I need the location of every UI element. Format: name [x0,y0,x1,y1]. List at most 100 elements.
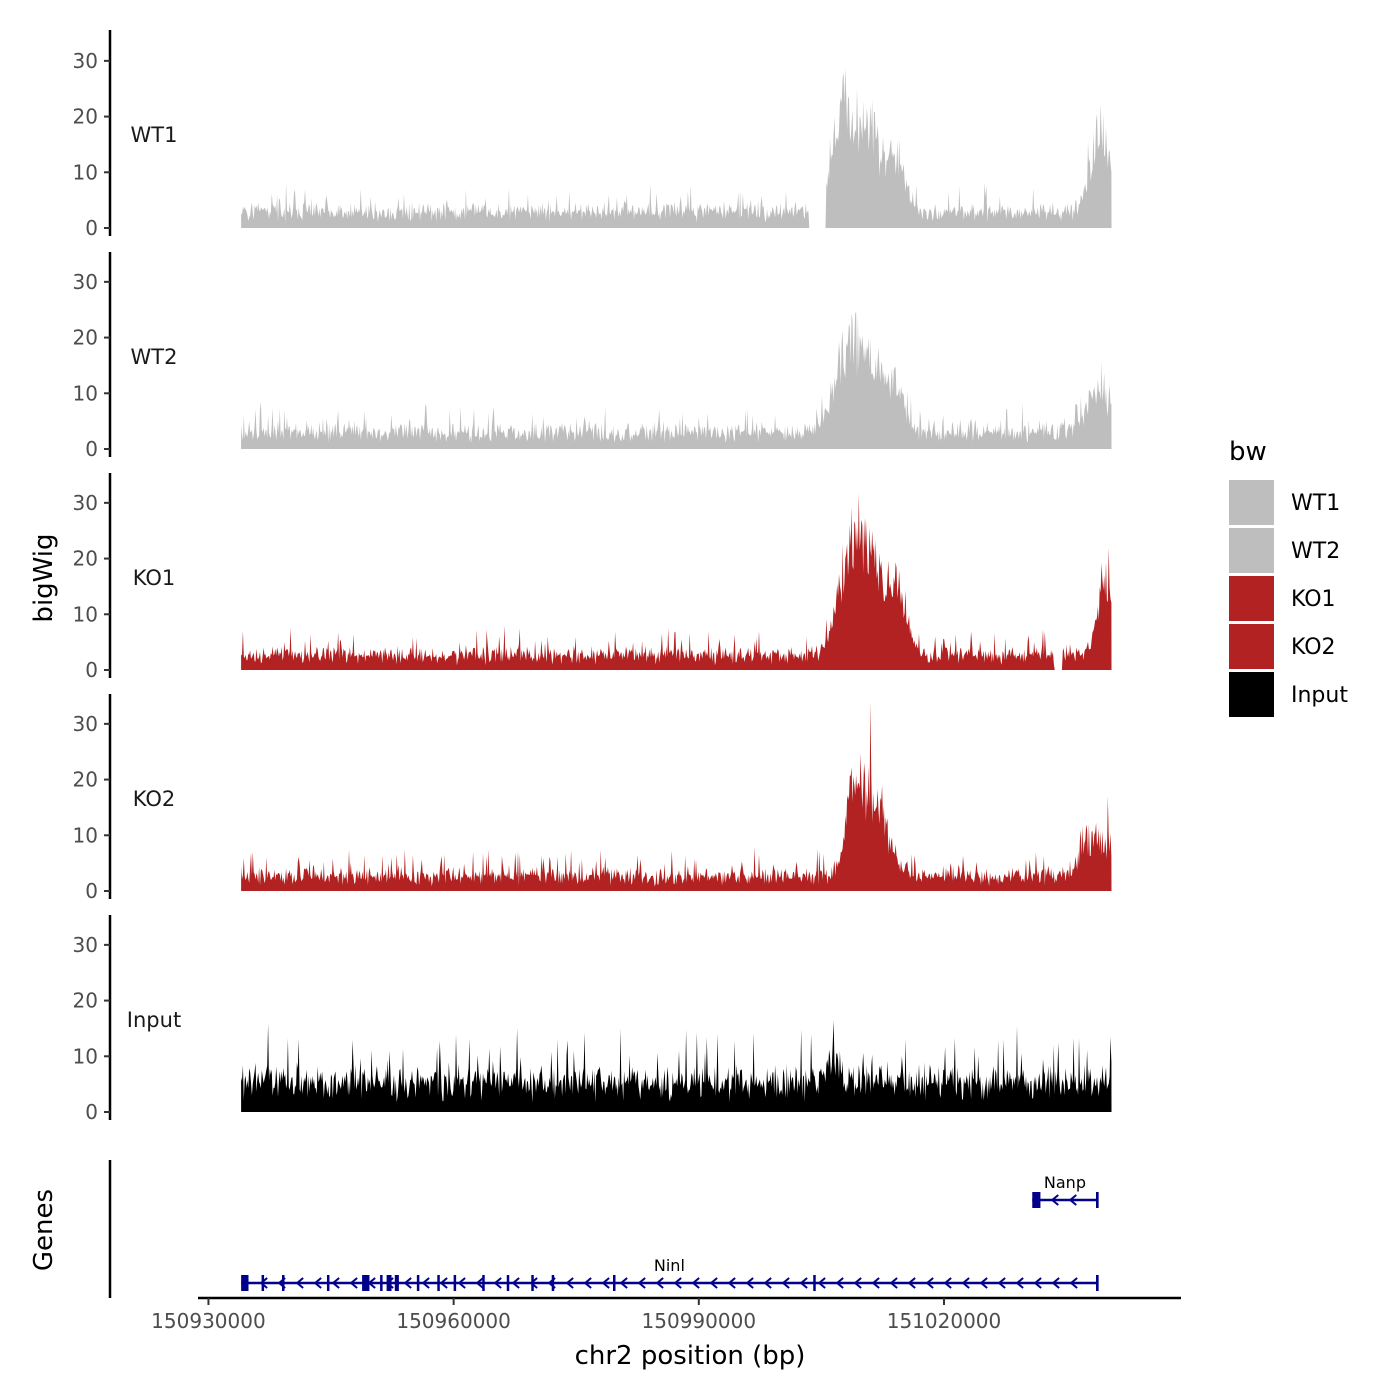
legend-entry-input: Input [1229,672,1348,717]
y-tick-label: 20 [73,768,98,792]
strand-arrow [421,1277,430,1289]
y-tick-label: 20 [73,989,98,1013]
legend-label: WT1 [1291,491,1340,516]
y-tick-label: 30 [73,933,98,957]
coverage-area-ko2 [241,701,1112,891]
gene-nanp: Nanp [1032,1173,1099,1208]
y-tick-label: 30 [73,270,98,294]
y-tick-label: 0 [85,1100,98,1124]
gene-label: Ninl [654,1256,685,1275]
genes-axis-title: Genes [29,1189,59,1271]
strand-arrow [817,1277,826,1289]
y-tick-label: 20 [73,547,98,571]
coverage-area-input [241,1020,1112,1112]
strand-arrow [835,1277,844,1289]
y-tick-label: 30 [73,49,98,73]
strand-arrow [475,1277,484,1289]
legend: bw WT1 WT2 KO1 KO2 Input [1229,437,1348,717]
strand-arrow [871,1277,880,1289]
legend-label: KO2 [1291,635,1336,660]
coverage-area-wt2 [241,311,1112,449]
y-axis-title: bigWig [29,533,59,622]
strand-arrow [619,1277,628,1289]
legend-swatch [1229,624,1274,669]
strand-arrow [403,1277,412,1289]
strand-arrow [565,1277,574,1289]
y-tick-label: 0 [85,879,98,903]
legend-swatch [1229,480,1274,525]
strand-arrow [1068,1194,1077,1206]
legend-label: Input [1291,683,1348,708]
legend-swatch [1229,528,1274,573]
strand-arrow [1033,1277,1042,1289]
exon [326,1275,330,1291]
strand-arrow [439,1277,448,1289]
gene-label: Nanp [1044,1173,1086,1192]
strand-arrow [1069,1277,1078,1289]
exon [241,1275,249,1291]
track-ko1: 0 10 20 30 KO1 [73,473,1112,682]
strand-arrow [763,1277,772,1289]
strand-arrow [583,1277,592,1289]
x-tick-label: 150930000 [151,1309,266,1333]
exon [1096,1275,1099,1291]
track-label-input: Input [127,1008,181,1032]
strand-arrow [1015,1277,1024,1289]
track-wt2: 0 10 20 30 WT2 [73,252,1112,461]
legend-entry-wt2: WT2 [1229,528,1340,573]
strand-arrow [1050,1194,1059,1206]
coverage-area-wt1 [241,68,1112,228]
y-tick-label: 30 [73,491,98,515]
y-tick-label: 10 [73,381,98,405]
strand-arrow [961,1277,970,1289]
strand-arrow [799,1277,808,1289]
exon [506,1275,510,1291]
exon [453,1275,457,1291]
track-ko2: 0 10 20 30 KO2 [73,694,1112,903]
strand-arrow [979,1277,988,1289]
x-tick-label: 150960000 [396,1309,511,1333]
exon [813,1275,816,1291]
exon [394,1275,399,1291]
strand-arrow [907,1277,916,1289]
legend-entry-ko1: KO1 [1229,576,1336,621]
exon [1032,1192,1041,1208]
track-label-wt1: WT1 [131,123,178,147]
strand-arrow [295,1277,304,1289]
y-tick-label: 10 [73,823,98,847]
strand-arrow [313,1277,322,1289]
strand-arrow [655,1277,664,1289]
strand-arrow [1051,1277,1060,1289]
strand-arrow [997,1277,1006,1289]
strand-arrow [637,1277,646,1289]
strand-arrow [691,1277,700,1289]
exon [551,1275,555,1291]
y-tick-label: 10 [73,160,98,184]
strand-arrow [943,1277,952,1289]
y-tick-label: 20 [73,105,98,129]
strand-arrow [673,1277,682,1289]
exon [362,1275,370,1291]
track-label-ko2: KO2 [133,787,176,811]
strand-arrow [781,1277,790,1289]
y-tick-label: 0 [85,437,98,461]
strand-arrow [259,1277,268,1289]
legend-label: KO1 [1291,587,1336,612]
strand-arrow [457,1277,466,1289]
exon [612,1275,616,1291]
exon [282,1275,285,1291]
strand-arrow [745,1277,754,1289]
strand-arrow [727,1277,736,1289]
coverage-area-ko1 [241,493,1112,670]
track-label-wt2: WT2 [131,345,178,369]
legend-swatch [1229,576,1274,621]
y-tick-label: 20 [73,326,98,350]
legend-entry-wt1: WT1 [1229,480,1340,525]
x-tick-label: 151020000 [887,1309,1002,1333]
exon [531,1275,534,1291]
legend-title: bw [1229,437,1267,467]
strand-arrow [529,1277,538,1289]
legend-entry-ko2: KO2 [1229,624,1336,669]
exon [416,1275,420,1291]
y-tick-label: 10 [73,602,98,626]
